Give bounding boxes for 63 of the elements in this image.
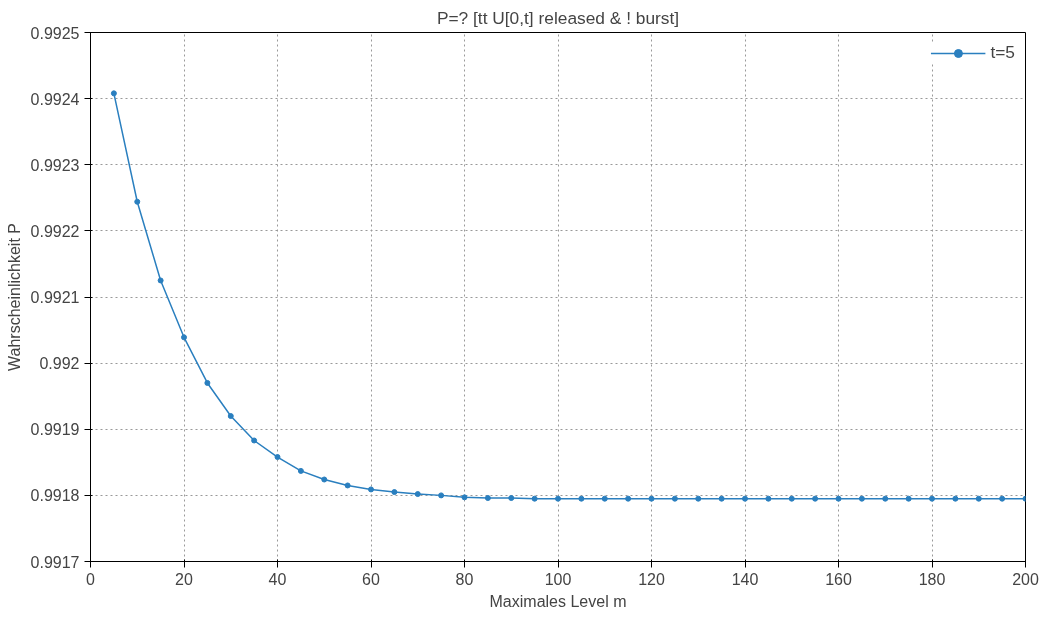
point <box>484 495 491 502</box>
point <box>999 495 1006 502</box>
point <box>227 413 234 420</box>
y-tick-label: 0.9924 <box>30 90 80 108</box>
point <box>251 437 258 444</box>
x-tick-label: 120 <box>638 570 665 588</box>
y-tick-label: 0.9919 <box>30 421 80 439</box>
point <box>788 495 795 502</box>
x-tick-label: 80 <box>455 570 474 588</box>
y-tick-label: 0.9917 <box>30 553 80 571</box>
y-tick-label: 0.9922 <box>30 222 80 240</box>
x-tick-label: 200 <box>1012 570 1039 588</box>
x-axis-title: Maximales Level m <box>489 592 627 610</box>
point <box>952 495 959 502</box>
x-tick-label: 100 <box>544 570 572 588</box>
x-tick-label: 40 <box>268 570 287 588</box>
y-tick-label: 0.9923 <box>30 156 80 174</box>
x-tick-label: 160 <box>825 570 852 588</box>
y-tick-label: 0.9925 <box>30 24 80 42</box>
chart-title: P=? [tt U[0,t] released & ! burst] <box>436 7 680 28</box>
point <box>929 495 935 502</box>
point <box>695 495 702 502</box>
point <box>858 495 865 502</box>
point <box>204 379 211 386</box>
point <box>344 482 351 489</box>
point <box>975 495 982 502</box>
point <box>414 491 421 498</box>
point <box>508 495 515 502</box>
point <box>461 494 468 501</box>
x-tick-label: 20 <box>175 570 193 588</box>
point <box>578 495 585 502</box>
point <box>134 198 141 205</box>
point <box>765 495 772 502</box>
point <box>531 495 538 502</box>
point <box>882 495 889 502</box>
point <box>438 492 445 499</box>
y-tick-label: 0.992 <box>39 355 80 373</box>
point <box>648 495 655 502</box>
point <box>368 486 374 493</box>
point <box>742 495 748 502</box>
point <box>391 489 398 496</box>
y-tick-label: 0.9921 <box>30 289 80 306</box>
point <box>181 334 187 341</box>
x-tick-label: 60 <box>362 570 380 588</box>
point <box>835 495 842 502</box>
point <box>555 495 561 502</box>
x-tick-label: 180 <box>918 570 946 588</box>
x-tick-label: 140 <box>731 570 759 588</box>
point <box>812 495 819 502</box>
point <box>110 90 117 97</box>
y-axis-title: Wahrscheinlichkeit P <box>5 223 23 371</box>
point <box>718 495 725 502</box>
legend-label: t=5 <box>990 42 1015 63</box>
point <box>297 467 304 474</box>
x-tick-label: 0 <box>86 570 96 588</box>
point <box>321 476 328 483</box>
point <box>905 495 912 502</box>
point <box>274 454 281 461</box>
point <box>671 495 678 502</box>
point <box>601 495 608 502</box>
point <box>157 277 164 284</box>
y-tick-label: 0.9918 <box>30 487 80 505</box>
point <box>625 495 632 502</box>
